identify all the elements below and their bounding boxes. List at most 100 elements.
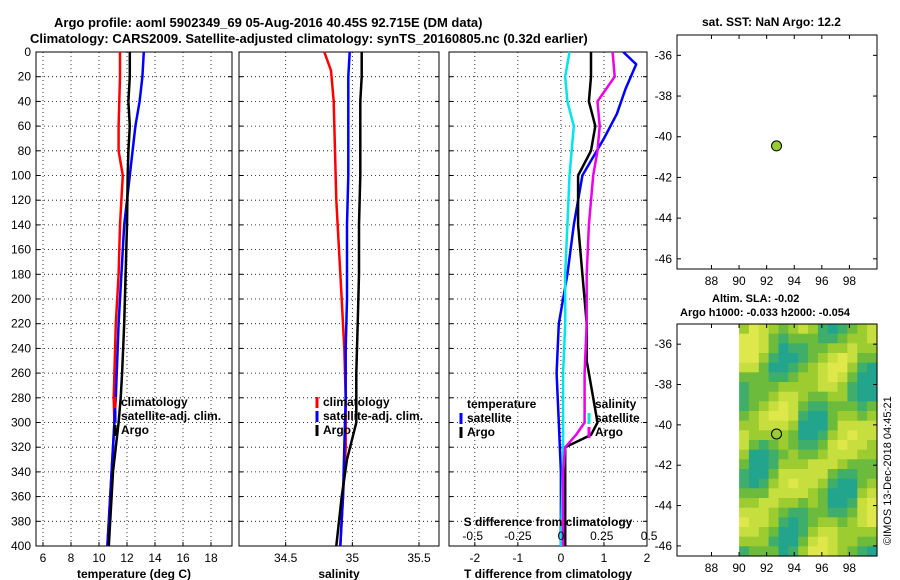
heatmap-cell — [867, 430, 878, 441]
heatmap-cell — [778, 527, 789, 538]
x2-axis-label: S difference from climatology — [464, 515, 633, 529]
heatmap-cell — [867, 517, 878, 528]
heatmap-cell — [768, 430, 780, 441]
heatmap-cell — [857, 469, 868, 480]
heatmap-cell — [827, 343, 839, 354]
heatmap-cell — [837, 353, 849, 364]
heatmap-cell — [808, 430, 819, 441]
heatmap-cell — [739, 333, 750, 344]
heatmap-cell — [788, 362, 799, 373]
depth-tick-label: 120 — [11, 193, 31, 207]
heatmap-cell — [808, 459, 819, 470]
series-line-2 — [559, 51, 576, 547]
heatmap-cell — [847, 372, 858, 383]
heatmap-cell — [778, 353, 789, 364]
heatmap-cell — [758, 449, 770, 460]
x-tick-label: 35.5 — [407, 551, 431, 565]
heatmap-cell — [768, 488, 780, 499]
heatmap-cell — [758, 440, 770, 451]
heatmap-cell — [788, 430, 799, 441]
map-x-tick-label: 94 — [788, 561, 802, 575]
depth-tick-label: 360 — [11, 490, 31, 504]
legend-label: climatology — [323, 395, 390, 409]
heatmap-cell — [817, 382, 829, 393]
heatmap-cell — [817, 440, 829, 451]
heatmap-cell — [778, 459, 789, 470]
heatmap-cell — [867, 546, 878, 557]
heatmap-cell — [798, 449, 809, 460]
heatmap-cell — [827, 362, 839, 373]
heatmap-cell — [798, 430, 809, 441]
heatmap-cell — [798, 401, 809, 412]
heatmap-cell — [748, 391, 760, 402]
heatmap-cell — [837, 498, 849, 509]
sst-title: sat. SST: NaN Argo: 12.2 — [702, 15, 841, 29]
heatmap-cell — [857, 324, 868, 335]
heatmap-cell — [847, 382, 858, 393]
heatmap-cell — [748, 527, 760, 538]
depth-tick-label: 380 — [11, 514, 31, 528]
heatmap-cell — [739, 507, 750, 518]
heatmap-cell — [788, 324, 799, 335]
map-x-tick-label: 88 — [705, 561, 719, 575]
map-x-tick-label: 98 — [843, 274, 857, 288]
heatmap-cell — [857, 517, 868, 528]
heatmap-cell — [827, 527, 839, 538]
heatmap-cell — [827, 459, 839, 470]
heatmap-cell — [857, 440, 868, 451]
heatmap-cell — [867, 507, 878, 518]
heatmap-cell — [867, 498, 878, 509]
heatmap-cell — [847, 449, 858, 460]
heatmap-cell — [758, 362, 770, 373]
heatmap-cell — [739, 527, 750, 538]
heatmap-cell — [857, 333, 868, 344]
heatmap-cell — [788, 536, 799, 547]
heatmap-cell — [739, 430, 750, 441]
heatmap-cell — [798, 517, 809, 528]
map-x-tick-label: 90 — [732, 274, 746, 288]
heatmap-cell — [808, 411, 819, 422]
heatmap-cell — [748, 440, 760, 451]
heatmap-cell — [768, 507, 780, 518]
heatmap-cell — [817, 469, 829, 480]
heatmap-cell — [758, 372, 770, 383]
heatmap-cell — [798, 372, 809, 383]
heatmap-cell — [788, 440, 799, 451]
x-tick-label: 14 — [148, 551, 162, 565]
heatmap-cell — [758, 343, 770, 354]
heatmap-cell — [827, 420, 839, 431]
x-tick-label: 6 — [40, 551, 47, 565]
plot-frame — [35, 51, 233, 547]
heatmap-cell — [788, 488, 799, 499]
heatmap-cell — [847, 324, 858, 335]
heatmap-cell — [758, 459, 770, 470]
heatmap-cell — [847, 440, 858, 451]
heatmap-cell — [788, 382, 799, 393]
heatmap-cell — [817, 478, 829, 489]
heatmap-cell — [827, 401, 839, 412]
heatmap-cell — [758, 536, 770, 547]
heatmap-cell — [778, 498, 789, 509]
heatmap-cell — [808, 372, 819, 383]
map-y-tick-label: -38 — [655, 378, 673, 392]
heatmap-cell — [778, 411, 789, 422]
x-tick-label: 8 — [68, 551, 75, 565]
heatmap-cell — [827, 449, 839, 460]
heatmap-cell — [857, 507, 868, 518]
heatmap-cell — [808, 478, 819, 489]
heatmap-cell — [857, 498, 868, 509]
heatmap-cell — [867, 401, 878, 412]
heatmap-cell — [788, 353, 799, 364]
heatmap-cell — [867, 333, 878, 344]
legend-label: Argo — [121, 423, 149, 437]
x2-tick-label: 0.5 — [641, 529, 658, 543]
heatmap-cell — [778, 372, 789, 383]
depth-tick-label: 240 — [11, 341, 31, 355]
heatmap-cell — [867, 488, 878, 499]
heatmap-cell — [827, 488, 839, 499]
depth-tick-label: 260 — [11, 366, 31, 380]
heatmap-cell — [867, 362, 878, 373]
heatmap-cell — [758, 353, 770, 364]
series-line-0 — [555, 51, 638, 546]
heatmap-cell — [758, 333, 770, 344]
